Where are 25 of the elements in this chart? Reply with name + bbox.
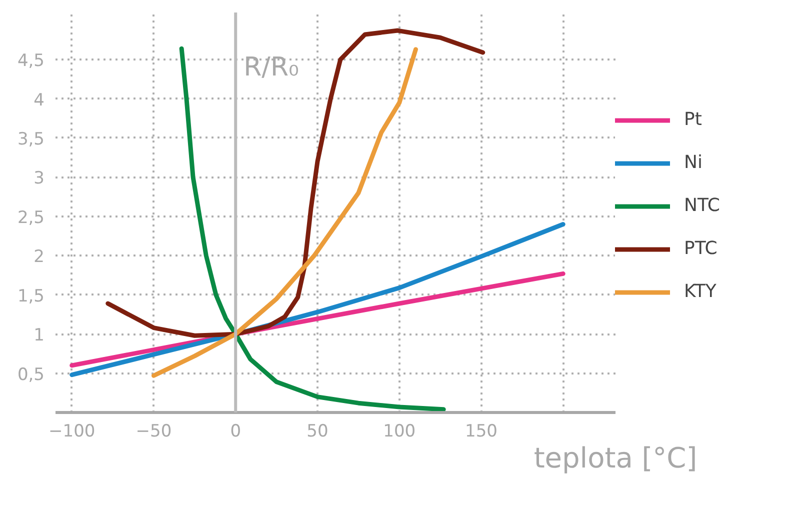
y-tick-label: 0,5 [17, 364, 45, 385]
legend-label: PTC [684, 238, 718, 259]
legend-label: Ni [684, 152, 704, 173]
legend-label: Pt [684, 109, 703, 130]
x-tick-label: 150 [465, 422, 498, 442]
x-tick-label: 0 [230, 422, 242, 442]
x-tick-label: −50 [136, 422, 172, 442]
legend-label: KTY [684, 281, 716, 302]
line-series [106, 28, 486, 338]
y-tick-label: 3 [34, 168, 45, 189]
y-tick-label: 2,5 [17, 208, 45, 228]
x-axis-title: teplota [°C] [534, 442, 698, 474]
x-tick-label: 50 [306, 422, 328, 442]
y-tick-label: 1,5 [17, 286, 45, 306]
y-tick-label: 1 [34, 326, 45, 346]
y-axis-title: R/R₀ [244, 52, 299, 82]
y-tick-label: 3,5 [17, 129, 45, 150]
line-series [179, 46, 446, 412]
x-tick-label: −100 [48, 422, 96, 442]
legend-label: NTC [684, 195, 720, 216]
y-tick-label: 2 [34, 247, 45, 268]
y-tick-label: 4 [34, 90, 45, 110]
line-series [151, 47, 418, 378]
y-tick-label: 4,5 [17, 51, 45, 72]
x-tick-label: 100 [383, 422, 416, 442]
